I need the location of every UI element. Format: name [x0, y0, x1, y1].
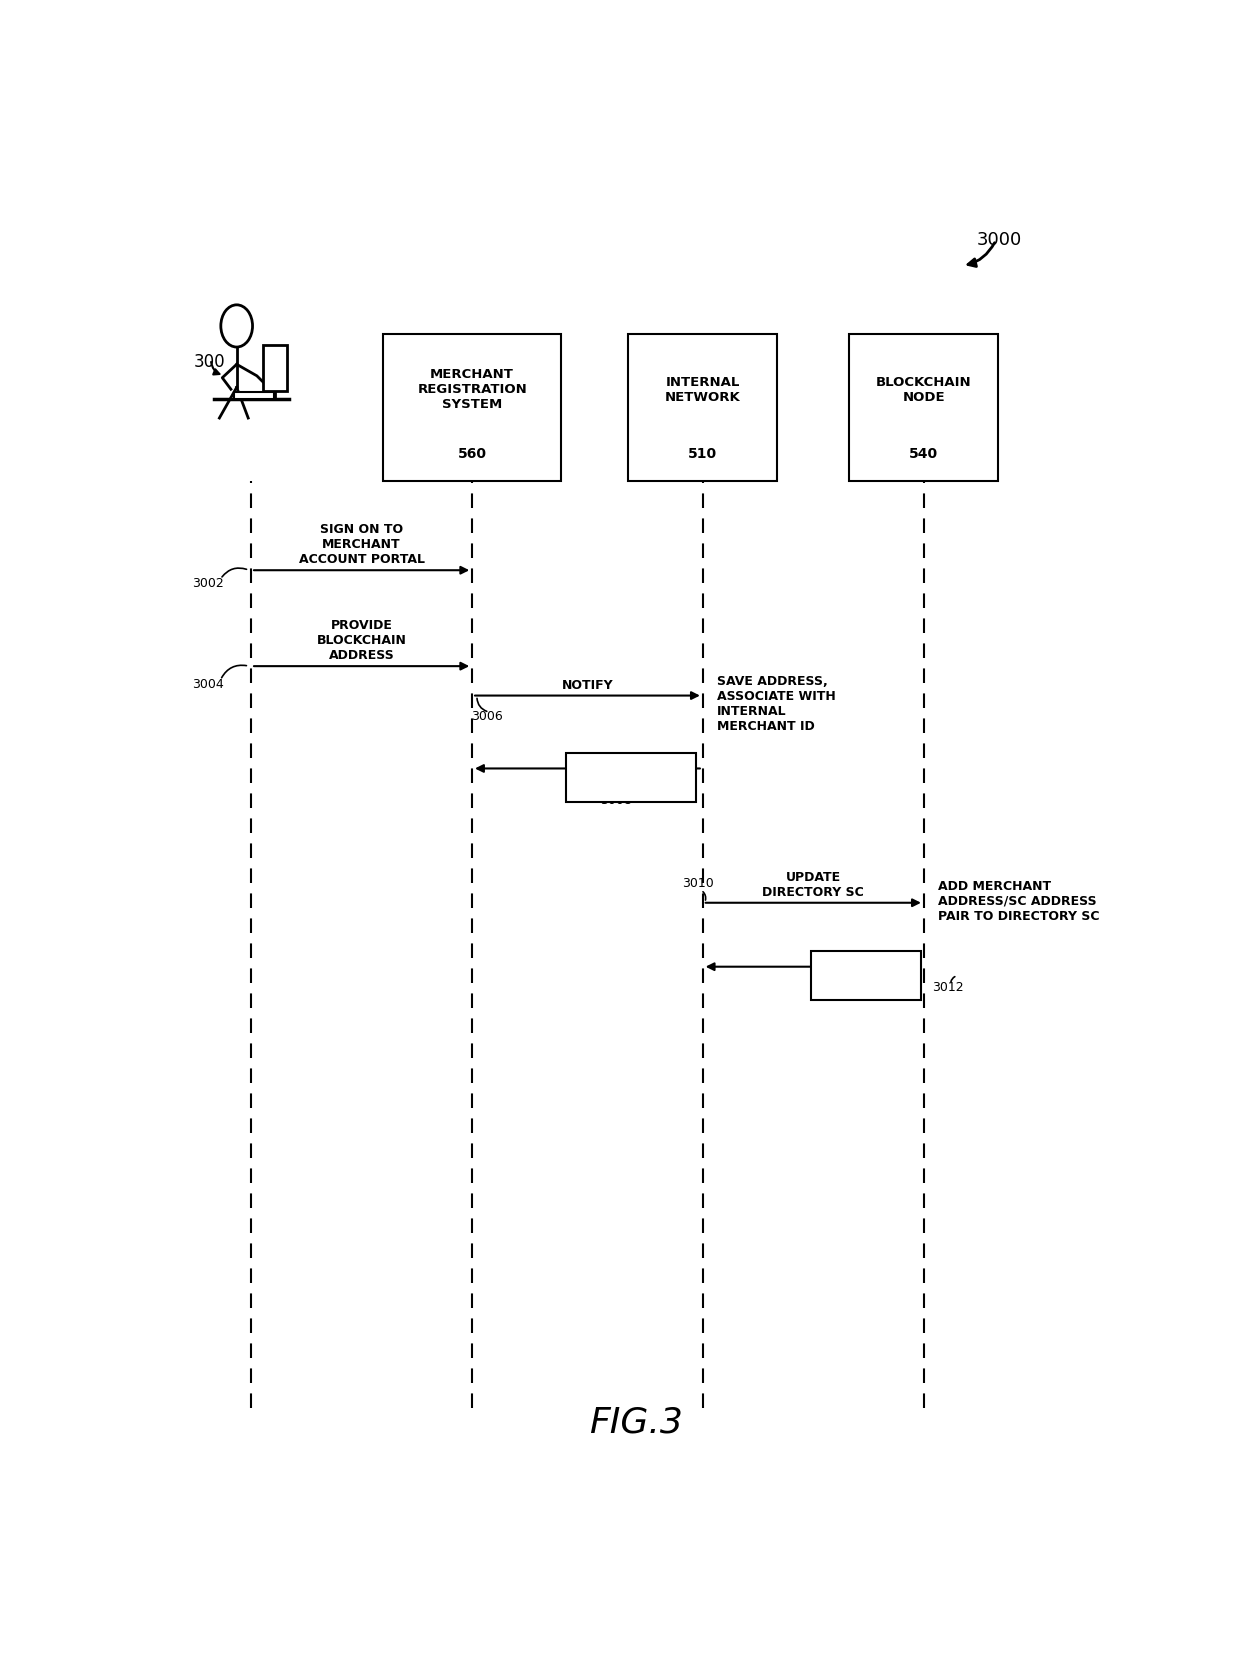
Text: BLOCKCHAIN
NODE: BLOCKCHAIN NODE [875, 375, 972, 404]
Bar [234, 392, 274, 399]
Bar [811, 952, 921, 1000]
Text: MERCHANT
REGISTRATION
SYSTEM: MERCHANT REGISTRATION SYSTEM [417, 369, 527, 410]
Bar [629, 334, 777, 480]
Text: 300: 300 [193, 352, 226, 370]
Text: 3010: 3010 [682, 877, 714, 890]
Text: 3006: 3006 [471, 709, 502, 723]
Text: FIG.3: FIG.3 [589, 1405, 682, 1440]
Text: 560: 560 [458, 447, 486, 462]
Text: 3000: 3000 [977, 231, 1022, 249]
Text: NOTIFY: NOTIFY [562, 679, 614, 691]
Text: SAVE ADDRESS,
ASSOCIATE WITH
INTERNAL
MERCHANT ID: SAVE ADDRESS, ASSOCIATE WITH INTERNAL ME… [717, 674, 836, 733]
Text: 510: 510 [688, 447, 717, 462]
Text: 3002: 3002 [192, 576, 223, 590]
Text: 540: 540 [909, 447, 939, 462]
Bar [263, 345, 288, 392]
Text: 3008: 3008 [600, 794, 632, 807]
Bar [383, 334, 560, 480]
Bar [565, 752, 696, 802]
Text: 3012: 3012 [932, 980, 963, 993]
Text: 3004: 3004 [192, 678, 223, 691]
Text: INTERNAL
NETWORK: INTERNAL NETWORK [665, 375, 740, 404]
Text: ADD MERCHANT
ADDRESS/SC ADDRESS
PAIR TO DIRECTORY SC: ADD MERCHANT ADDRESS/SC ADDRESS PAIR TO … [939, 880, 1100, 924]
Text: SIGN ON TO
MERCHANT
ACCOUNT PORTAL: SIGN ON TO MERCHANT ACCOUNT PORTAL [299, 523, 424, 566]
Bar [849, 334, 998, 480]
Text: PROVIDE
BLOCKCHAIN
ADDRESS: PROVIDE BLOCKCHAIN ADDRESS [316, 620, 407, 663]
Text: UPDATE
DIRECTORY SC: UPDATE DIRECTORY SC [763, 870, 864, 899]
